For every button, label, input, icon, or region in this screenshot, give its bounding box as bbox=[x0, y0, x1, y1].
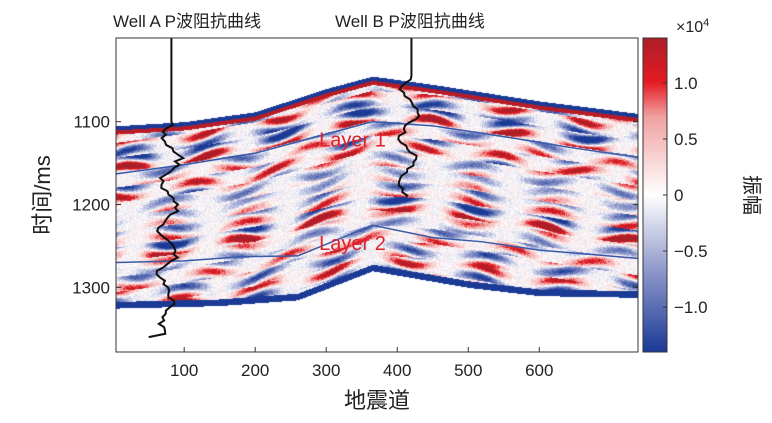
x-axis: 100 200 300 400 500 600 bbox=[170, 347, 553, 380]
x-tick-label: 200 bbox=[241, 361, 269, 380]
y-axis: 1100 1200 1300 bbox=[72, 113, 638, 297]
x-axis-label: 地震道 bbox=[344, 388, 410, 413]
seismic-amplitude-image bbox=[116, 38, 638, 352]
x-tick-label: 600 bbox=[525, 361, 553, 380]
well-log-curve-b bbox=[397, 38, 421, 198]
well-a-label: Well A P波阻抗曲线 bbox=[113, 12, 261, 31]
colorbar-tick-label: 0.5 bbox=[674, 130, 698, 149]
colorbar-label: 振幅 bbox=[740, 175, 763, 215]
colorbar-tick-label: −1.0 bbox=[674, 298, 708, 317]
colorbar-tick-label: 0 bbox=[674, 186, 683, 205]
colorbar-tick-label: −0.5 bbox=[674, 242, 708, 261]
horizon-line-2 bbox=[115, 224, 639, 264]
colorbar-exponent: ×104 bbox=[676, 17, 709, 36]
colorbar-ticks: 1.0 0.5 0 −0.5 −1.0 bbox=[663, 74, 708, 317]
x-tick-label: 500 bbox=[454, 361, 482, 380]
well-log-curve-a bbox=[148, 38, 186, 339]
x-tick-label: 400 bbox=[383, 361, 411, 380]
x-tick-label: 100 bbox=[170, 361, 198, 380]
plot-frame bbox=[115, 37, 639, 353]
horizon-label-2: Layer 2 bbox=[319, 233, 386, 255]
horizon-label-1: Layer 1 bbox=[319, 130, 386, 152]
horizon-line-1 bbox=[115, 120, 639, 175]
y-tick-label: 1200 bbox=[72, 196, 110, 215]
well-b-label: Well B P波阻抗曲线 bbox=[335, 12, 485, 31]
y-axis-label: 时间/ms bbox=[30, 155, 55, 234]
y-tick-label: 1100 bbox=[73, 113, 110, 132]
y-tick-label: 1300 bbox=[72, 278, 110, 297]
x-tick-label: 300 bbox=[312, 361, 340, 380]
plot-marks: Layer 1 Layer 2 bbox=[115, 38, 639, 339]
colorbar-tick-label: 1.0 bbox=[674, 74, 698, 93]
